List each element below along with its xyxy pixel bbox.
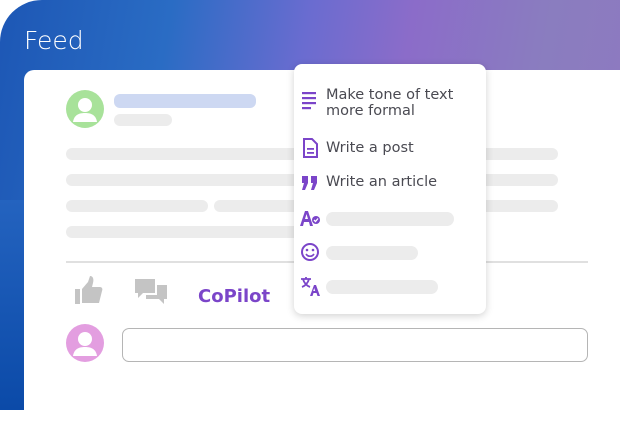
menu-item-emoji[interactable]	[294, 242, 486, 264]
translate-icon	[301, 277, 320, 296]
post-time-placeholder	[114, 114, 172, 126]
lines-icon	[302, 92, 316, 110]
menu-item-write-post[interactable]: Write a post	[294, 138, 486, 160]
placeholder-bar	[326, 246, 418, 260]
placeholder-bar	[326, 280, 438, 294]
menu-item-spellcheck[interactable]	[294, 208, 486, 230]
placeholder-bar	[326, 212, 454, 226]
copilot-menu: Make tone of text more formal Write a po…	[294, 64, 486, 314]
spellcheck-icon	[300, 211, 320, 226]
document-icon	[303, 138, 318, 158]
text-placeholder	[66, 200, 208, 212]
menu-item-translate[interactable]	[294, 276, 486, 298]
text-placeholder	[66, 226, 306, 238]
menu-item-label: Write a post	[326, 140, 414, 156]
copilot-button[interactable]: CoPilot	[198, 286, 271, 307]
author-avatar	[66, 90, 104, 128]
menu-item-formal-tone[interactable]: Make tone of text more formal	[294, 86, 486, 120]
quote-icon	[302, 176, 317, 190]
like-icon[interactable]	[74, 276, 104, 306]
page-title: Feed	[24, 26, 84, 55]
menu-item-label: Make tone of text more formal	[326, 87, 454, 119]
user-avatar	[66, 324, 104, 362]
menu-item-write-article[interactable]: Write an article	[294, 172, 486, 194]
author-name-placeholder	[114, 94, 256, 108]
comment-input[interactable]	[122, 328, 588, 362]
menu-item-label: Write an article	[326, 174, 438, 190]
smiley-icon	[301, 243, 319, 261]
comment-icon[interactable]	[134, 278, 168, 308]
